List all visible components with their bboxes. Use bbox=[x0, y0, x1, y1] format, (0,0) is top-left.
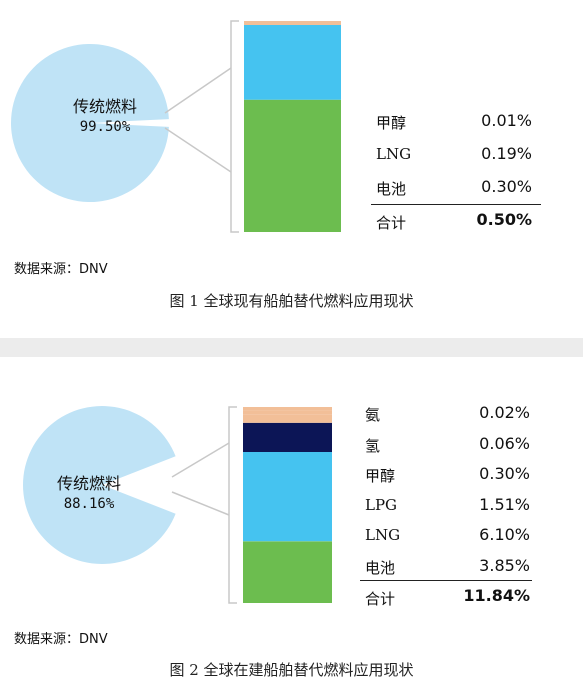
connector-line-bottom bbox=[171, 491, 230, 516]
pie-percent: 99.50% bbox=[79, 119, 131, 135]
table-row-value: 1.51% bbox=[479, 494, 530, 514]
caption-1: 图 1 全球现有船舶替代燃料应用现状 bbox=[169, 292, 414, 310]
total-value: 0.50% bbox=[476, 210, 532, 229]
total-label: 合计 bbox=[365, 590, 396, 608]
connector-line-bottom bbox=[164, 127, 232, 173]
figure-2-chart bbox=[22, 406, 332, 604]
bar-segment-甲醇 bbox=[244, 21, 341, 25]
table-row-label: LPG bbox=[365, 495, 398, 514]
table-row-value: 0.02% bbox=[479, 403, 530, 422]
table-row-value: 6.10% bbox=[479, 525, 530, 544]
pie-percent: 88.16% bbox=[63, 496, 115, 512]
pie-label-text: 传统燃料 bbox=[72, 97, 137, 116]
table-row-label: 氢 bbox=[365, 436, 381, 455]
pie-label-2: 传统燃料 88.16% bbox=[24, 473, 154, 515]
bar-segment-电池 bbox=[243, 541, 332, 603]
pie-label-text: 传统燃料 bbox=[56, 474, 121, 493]
bar-bracket bbox=[228, 406, 237, 604]
bar-segment-甲醇 bbox=[243, 414, 332, 423]
table-row-label: LNG bbox=[376, 145, 412, 163]
pie-label-1: 传统燃料 99.50% bbox=[40, 96, 170, 138]
caption-2: 图 2 全球在建船舶替代燃料应用现状 bbox=[169, 661, 414, 679]
bar-segment-LPG bbox=[243, 422, 332, 452]
total-label: 合计 bbox=[376, 214, 407, 232]
figure-1-chart bbox=[10, 20, 341, 233]
source-note-2: 数据来源：DNV bbox=[14, 632, 108, 647]
total-rule bbox=[371, 204, 541, 205]
figure-1: 传统燃料 99.50% 甲醇 0.01% LNG 0.19% 电池 0.30% 合计 0.50… bbox=[0, 0, 583, 338]
table-row-label: LNG bbox=[365, 526, 401, 544]
section-divider-band bbox=[0, 338, 583, 357]
total-rule bbox=[360, 580, 532, 581]
pie-slice-traditional-fuel bbox=[22, 406, 176, 564]
table-row-value: 3.85% bbox=[479, 555, 530, 575]
table-row-label: 电池 bbox=[365, 558, 396, 577]
table-row-value: 0.06% bbox=[479, 433, 530, 453]
table-row-label: 电池 bbox=[376, 180, 407, 198]
table-row-label: 氨 bbox=[365, 406, 381, 424]
bar-segment-LNG bbox=[243, 452, 332, 542]
connector-line-top bbox=[171, 442, 230, 478]
table-row-value: 0.30% bbox=[479, 464, 530, 483]
bar-bracket bbox=[230, 20, 239, 233]
bar-segment-电池 bbox=[244, 99, 341, 232]
total-value: 11.84% bbox=[463, 586, 530, 605]
table-row-label: 甲醇 bbox=[365, 467, 396, 485]
source-note-1: 数据来源：DNV bbox=[14, 262, 108, 277]
figure-2: 传统燃料 88.16% 氨 0.02% 氢 0.06% 甲醇 0.30% LPG 1.51% L… bbox=[0, 357, 583, 697]
bar-segment-氨 bbox=[243, 407, 332, 411]
connector-line-top bbox=[164, 67, 232, 114]
pie-slice-traditional-fuel bbox=[10, 43, 169, 202]
table-row-value: 0.01% bbox=[481, 111, 532, 130]
table-row-label: 甲醇 bbox=[376, 114, 407, 132]
bar-segment-LNG bbox=[244, 25, 341, 100]
bar-segment-氢 bbox=[243, 410, 332, 415]
table-row-value: 0.19% bbox=[481, 144, 532, 163]
table-row-value: 0.30% bbox=[481, 177, 532, 196]
